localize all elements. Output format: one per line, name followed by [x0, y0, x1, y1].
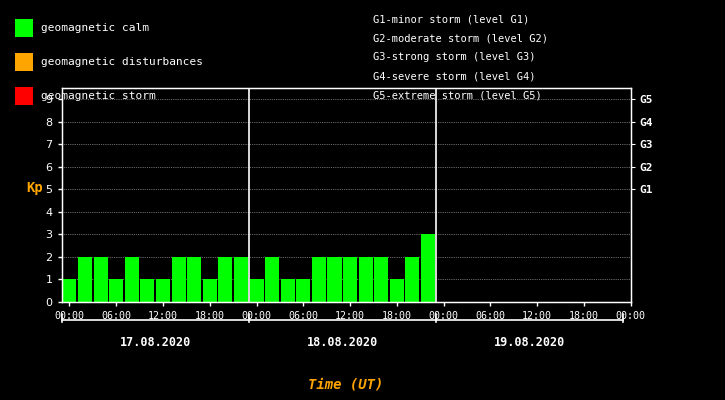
- Bar: [234, 257, 248, 302]
- Text: geomagnetic calm: geomagnetic calm: [41, 23, 149, 33]
- Text: G1-minor storm (level G1): G1-minor storm (level G1): [373, 14, 530, 24]
- Bar: [405, 257, 420, 302]
- Bar: [78, 257, 92, 302]
- Text: G3-strong storm (level G3): G3-strong storm (level G3): [373, 52, 536, 62]
- Bar: [125, 257, 138, 302]
- Bar: [265, 257, 279, 302]
- Text: Time (UT): Time (UT): [309, 377, 384, 391]
- Text: 17.08.2020: 17.08.2020: [120, 336, 191, 348]
- Bar: [203, 280, 217, 302]
- Bar: [297, 280, 310, 302]
- Text: geomagnetic storm: geomagnetic storm: [41, 91, 156, 101]
- Bar: [249, 280, 264, 302]
- Bar: [109, 280, 123, 302]
- Bar: [312, 257, 326, 302]
- Bar: [187, 257, 201, 302]
- Bar: [94, 257, 107, 302]
- Text: 18.08.2020: 18.08.2020: [307, 336, 378, 348]
- Bar: [374, 257, 389, 302]
- Bar: [421, 234, 435, 302]
- Bar: [141, 280, 154, 302]
- Text: 19.08.2020: 19.08.2020: [494, 336, 565, 348]
- Bar: [343, 257, 357, 302]
- Text: G2-moderate storm (level G2): G2-moderate storm (level G2): [373, 33, 548, 43]
- Text: G5-extreme storm (level G5): G5-extreme storm (level G5): [373, 91, 542, 101]
- Bar: [218, 257, 232, 302]
- Text: geomagnetic disturbances: geomagnetic disturbances: [41, 57, 203, 67]
- Y-axis label: Kp: Kp: [26, 181, 43, 195]
- Bar: [390, 280, 404, 302]
- Bar: [359, 257, 373, 302]
- Bar: [281, 280, 295, 302]
- Bar: [172, 257, 186, 302]
- Text: G4-severe storm (level G4): G4-severe storm (level G4): [373, 72, 536, 82]
- Bar: [328, 257, 341, 302]
- Bar: [156, 280, 170, 302]
- Bar: [62, 280, 76, 302]
